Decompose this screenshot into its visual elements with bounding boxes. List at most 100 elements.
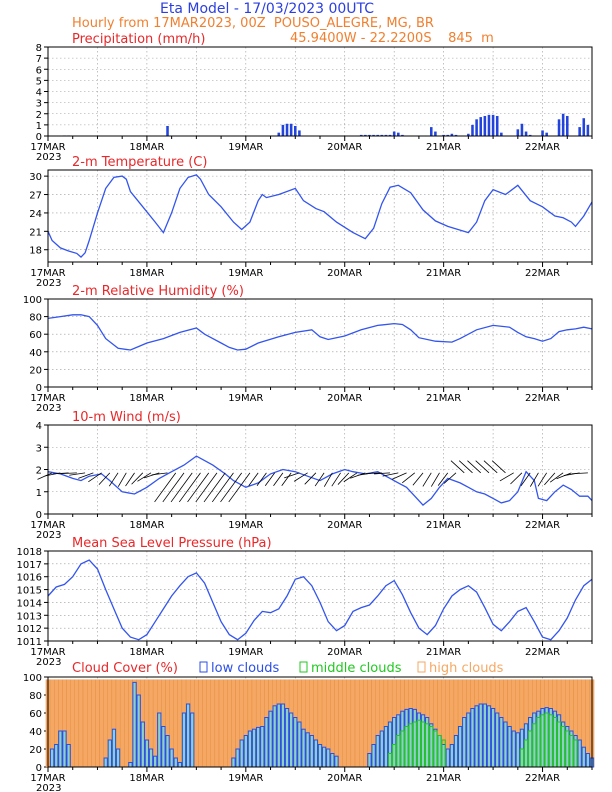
precip-bar [557,119,561,136]
y-tick-label: 1014 [17,598,42,609]
wind-barb [437,472,449,486]
precip-bar [479,117,483,136]
low-cloud-bar [136,694,141,768]
wind-barb [343,472,358,483]
x-day-label: 18MAR [129,773,164,784]
precip-bar [429,127,433,136]
panel-frame [47,46,593,137]
low-cloud-bar [326,748,331,768]
wind-barb [228,472,251,503]
wind-barb [125,472,135,487]
low-cloud-bar [482,703,487,768]
precip-bar [380,134,384,136]
panel-title: 2-m Relative Humidity (%) [72,284,244,299]
high-cloud-bar [231,679,236,768]
wind-barb [391,472,407,480]
wind-barb [293,472,308,482]
low-cloud-bar [495,712,500,768]
precip-bar [364,134,367,136]
wind-barb [162,472,185,503]
y-tick-label: 1015 [17,586,42,597]
y-tick-label: 60 [29,709,42,720]
low-cloud-bar [58,730,63,768]
x-day-label: 17MAR [30,142,65,153]
y-tick-label: 60 [29,330,42,341]
high-cloud-bar [202,679,207,768]
low-cloud-bar [581,746,586,768]
wind-barb [374,472,391,475]
wind-barb [264,472,275,487]
wind-barb [273,472,284,487]
low-cloud-bar [371,744,376,768]
low-cloud-bar [499,717,504,768]
y-tick-label: 20 [29,745,42,756]
low-cloud-bar [289,712,294,768]
low-cloud-bar [185,703,191,768]
low-cloud-bar [330,753,335,768]
precip-bar [281,124,285,136]
panel-frame [47,169,593,263]
low-cloud-bar [466,712,471,768]
precip-bar [561,113,565,136]
x-day-label: 19MAR [228,647,263,658]
wind-barb [314,472,325,487]
wind-barb [537,472,548,487]
low-cloud-bar [256,726,261,768]
y-tick-label: 5 [36,76,42,87]
low-cloud-bar [251,728,257,768]
precip-bar [277,132,281,136]
low-cloud-bar [161,726,166,768]
wind-barb [467,460,481,474]
high-cloud-bar [128,679,133,768]
wind-barb [450,460,465,474]
wind-barb [382,472,399,477]
chart-subtitle: Hourly from 17MAR2023, 00Z POUSO_ALEGRE,… [72,16,434,31]
precip-bar [442,134,445,136]
precip-bar [524,131,528,136]
low-cloud-bar [486,705,492,768]
precip-bar [516,129,520,136]
precip-bar [368,134,371,136]
x-day-label: 20MAR [327,520,362,531]
wind-barb [365,472,382,475]
low-cloud-bar [321,746,327,768]
y-tick-label: 0 [36,132,42,143]
x-day-label: 21MAR [426,647,461,658]
y-tick-label: 6 [36,65,42,76]
high-cloud-bar [218,679,224,768]
x-day-label: 17MAR [30,393,65,404]
x-year-label: 2023 [36,152,61,163]
precip-bar [582,118,586,136]
low-cloud-bar [379,730,384,768]
panel-title: Precipitation (mm/h) [72,32,205,47]
wind-barb [281,472,292,487]
low-cloud-bar [169,748,174,768]
low-cloud-bar [268,710,273,768]
low-cloud-bar [239,739,244,768]
x-day-label: 21MAR [426,393,461,404]
low-cloud-bar [66,744,71,768]
wind-barb [323,472,333,487]
high-cloud-bar [350,679,356,768]
low-cloud-bar [367,753,372,768]
y-tick-label: 1017 [17,560,42,571]
x-day-label: 19MAR [228,520,263,531]
y-tick-label: 1 [36,121,42,132]
high-cloud-bar [227,679,232,768]
wind-barb [151,472,168,476]
y-tick-label: 1013 [17,611,42,622]
x-day-label: 19MAR [228,268,263,279]
high-cloud-bar [124,679,129,768]
low-cloud-bar [140,721,145,768]
wind-barb [187,472,210,503]
y-tick-label: 1012 [17,624,42,635]
high-cloud-bar [198,679,203,768]
high-cloud-bar [82,679,88,768]
wind-barb [401,472,416,484]
panel-title: 10-m Wind (m/s) [72,410,181,425]
low-cloud-bar [103,757,108,768]
low-cloud-bar [177,762,183,768]
wind-barb [178,472,201,503]
low-cloud-bar [577,739,582,768]
